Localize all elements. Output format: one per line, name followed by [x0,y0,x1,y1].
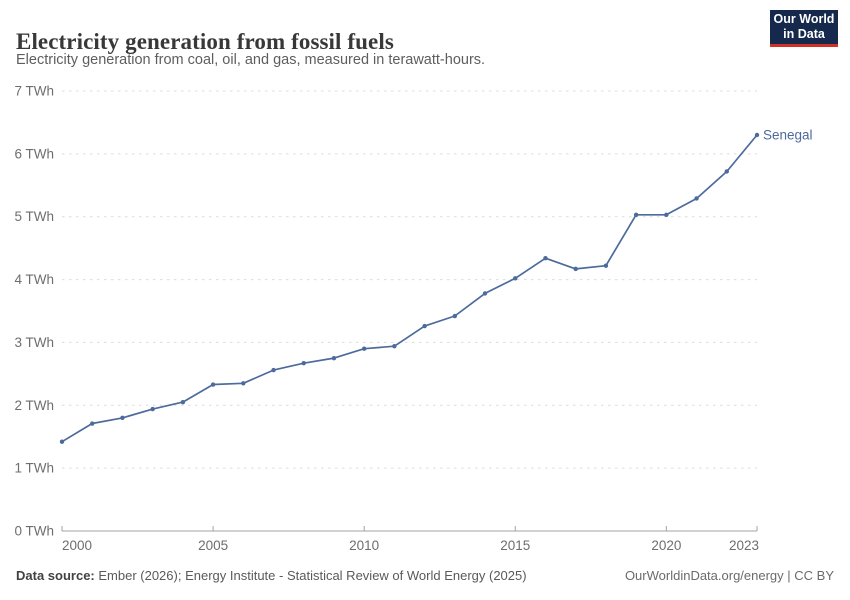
data-point-2023[interactable] [754,132,760,138]
data-point-2003[interactable] [150,406,155,412]
data-point-2011[interactable] [392,344,397,349]
y-tick-label: 7 TWh [14,84,54,99]
series-line-senegal[interactable] [61,134,758,443]
data-point-2020[interactable] [664,212,669,218]
x-tick-label: 2020 [651,538,681,553]
data-point-2022[interactable] [724,169,729,174]
y-tick-label: 5 TWh [14,209,54,224]
owid-logo[interactable]: Our World in Data [770,10,838,47]
data-point-2014[interactable] [482,291,488,296]
y-tick-label: 1 TWh [14,461,54,476]
data-point-2012[interactable] [422,323,427,329]
x-tick-label: 2010 [349,538,379,553]
data-point-2015[interactable] [513,276,518,281]
data-source: Data source: Ember (2026); Energy Instit… [16,568,527,583]
x-tick-label: 2005 [198,538,228,553]
data-point-2001[interactable] [90,421,95,426]
y-tick-label: 6 TWh [14,146,54,161]
data-point-2018[interactable] [603,263,609,268]
data-point-2019[interactable] [633,212,639,218]
chart-subtitle: Electricity generation from coal, oil, a… [16,52,486,68]
chart-footer: Data source: Ember (2026); Energy Instit… [16,568,834,583]
data-point-2013[interactable] [452,313,458,319]
data-point-2007[interactable] [271,367,276,373]
license-link[interactable]: OurWorldinData.org/energy | CC BY [624,568,834,583]
data-source-text: Ember (2026); Energy Institute - Statist… [94,568,527,583]
data-point-2004[interactable] [180,399,186,405]
data-point-2010[interactable] [361,346,367,351]
data-point-2006[interactable] [241,381,246,386]
x-tick-label: 2023 [729,538,759,553]
y-tick-label: 3 TWh [14,335,54,350]
y-tick-label: 4 TWh [14,272,54,287]
y-tick-label: 0 TWh [14,524,54,539]
x-tick-label: 2000 [62,538,92,553]
data-point-2009[interactable] [331,355,337,361]
owid-logo-line1: Our World [773,11,835,26]
x-tick-label: 2015 [500,538,530,553]
data-point-2005[interactable] [210,382,216,387]
data-source-label: Data source: [16,568,95,583]
series-end-label[interactable]: Senegal [763,128,813,143]
data-point-2021[interactable] [694,196,699,201]
owid-logo-line2: in Data [783,27,825,41]
line-chart[interactable]: 0 TWh 1 TWh 2 TWh 3 TWh 4 TWh 5 TWh 6 TWh 7 TWh… [0,0,850,560]
page-title: Electricity generation from fossil fuels [16,29,394,55]
data-point-2017[interactable] [573,266,578,272]
data-point-2000[interactable] [59,439,65,444]
y-tick-label: 2 TWh [14,398,54,413]
data-point-2008[interactable] [301,360,306,366]
data-point-2016[interactable] [543,256,548,261]
data-point-2002[interactable] [120,415,125,421]
